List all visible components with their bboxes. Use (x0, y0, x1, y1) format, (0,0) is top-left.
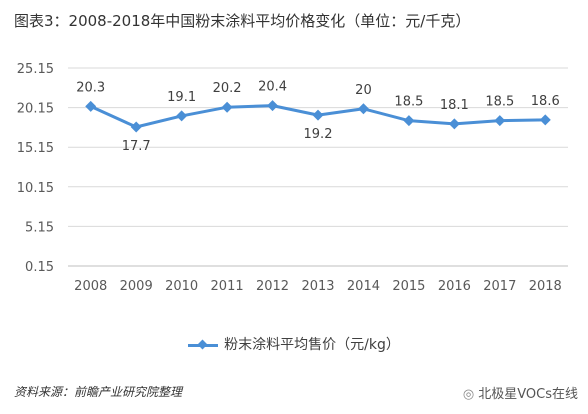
data-point (448, 118, 460, 130)
data-label: 20.3 (76, 80, 105, 95)
line-chart: 0.15 5.15 10.15 15.15 20.15 25.15 2008 2009 2010… (17, 62, 568, 294)
x-tick-label: 2009 (120, 279, 153, 294)
data-point (221, 101, 233, 113)
x-tick-label: 2016 (438, 279, 471, 294)
data-point (494, 115, 506, 127)
data-point (403, 115, 415, 127)
y-tick-label: 25.15 (17, 62, 54, 77)
data-point (130, 121, 142, 133)
x-tick-label: 2014 (347, 279, 380, 294)
legend-label: 粉末涂料平均售价（元/kg） (224, 337, 400, 353)
data-label: 20 (355, 83, 372, 98)
data-label: 19.2 (304, 127, 333, 142)
x-tick-label: 2011 (211, 279, 244, 294)
data-point (267, 100, 279, 112)
data-point (357, 103, 369, 115)
x-tick-label: 2008 (74, 279, 107, 294)
y-tick-label: 15.15 (17, 141, 54, 156)
data-label: 18.5 (485, 95, 514, 110)
source-note: 资料来源：前瞻产业研究院整理 (14, 385, 183, 399)
watermark: ◎ 北极星VOCs在线 (463, 383, 578, 402)
x-tick-label: 2013 (301, 279, 334, 294)
data-label: 19.1 (167, 90, 196, 105)
y-tick-label: 10.15 (17, 181, 54, 196)
data-label: 20.4 (258, 80, 287, 95)
data-point (312, 109, 324, 121)
data-point (85, 100, 97, 112)
data-label: 18.1 (440, 98, 469, 113)
data-point (176, 110, 188, 122)
x-tick-label: 2018 (529, 279, 562, 294)
chart-area: 0.15 5.15 10.15 15.15 20.15 25.15 2008 2009 2010… (0, 46, 588, 368)
data-label: 20.2 (213, 81, 242, 96)
y-tick-label: 20.15 (17, 102, 54, 117)
watermark-text: 北极星VOCs在线 (478, 387, 578, 402)
chart-title: 图表3：2008-2018年中国粉末涂料平均价格变化（单位：元/千克） (14, 12, 471, 30)
wechat-icon: ◎ (462, 387, 475, 402)
legend: 粉末涂料平均售价（元/kg） (0, 334, 588, 354)
x-tick-label: 2015 (392, 279, 425, 294)
data-label: 18.5 (394, 95, 423, 110)
y-tick-label: 5.15 (25, 220, 54, 235)
data-label: 18.6 (531, 94, 560, 109)
x-tick-label: 2012 (256, 279, 289, 294)
x-tick-label: 2017 (483, 279, 516, 294)
legend-marker (188, 339, 219, 350)
y-tick-label: 0.15 (25, 260, 54, 275)
x-tick-label: 2010 (165, 279, 198, 294)
data-point (539, 114, 551, 126)
data-label: 17.7 (122, 139, 151, 154)
